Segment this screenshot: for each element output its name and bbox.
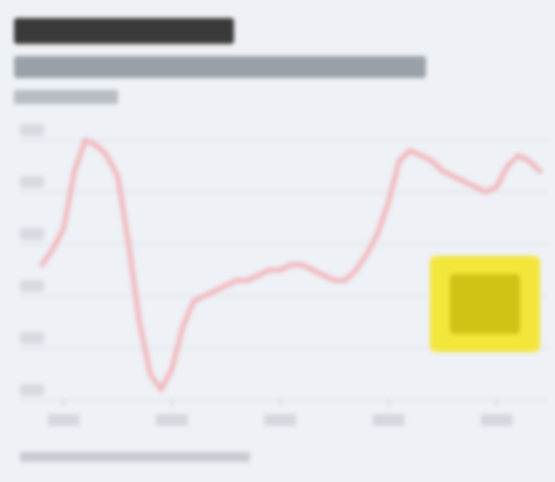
- gridlines: [18, 139, 548, 401]
- y-tick-label: [20, 332, 44, 344]
- x-tick-label: [372, 414, 405, 426]
- legend-label: [450, 274, 520, 334]
- x-tick-label: [264, 414, 297, 426]
- chart-subtitle: [14, 56, 426, 78]
- chart-title: [14, 18, 234, 44]
- x-tick-label: [47, 414, 80, 426]
- y-tick-label: [20, 384, 44, 396]
- y-tick-label: [20, 124, 44, 136]
- y-tick-label: [20, 280, 44, 292]
- source-note: [20, 452, 250, 462]
- x-tick-label: [155, 414, 188, 426]
- unit-label: [14, 90, 118, 104]
- axis: [20, 124, 513, 426]
- legend-highlight-box: [430, 256, 540, 352]
- y-tick-label: [20, 176, 44, 188]
- series: [39, 137, 543, 393]
- x-tick-label: [480, 414, 513, 426]
- y-tick-label: [20, 228, 44, 240]
